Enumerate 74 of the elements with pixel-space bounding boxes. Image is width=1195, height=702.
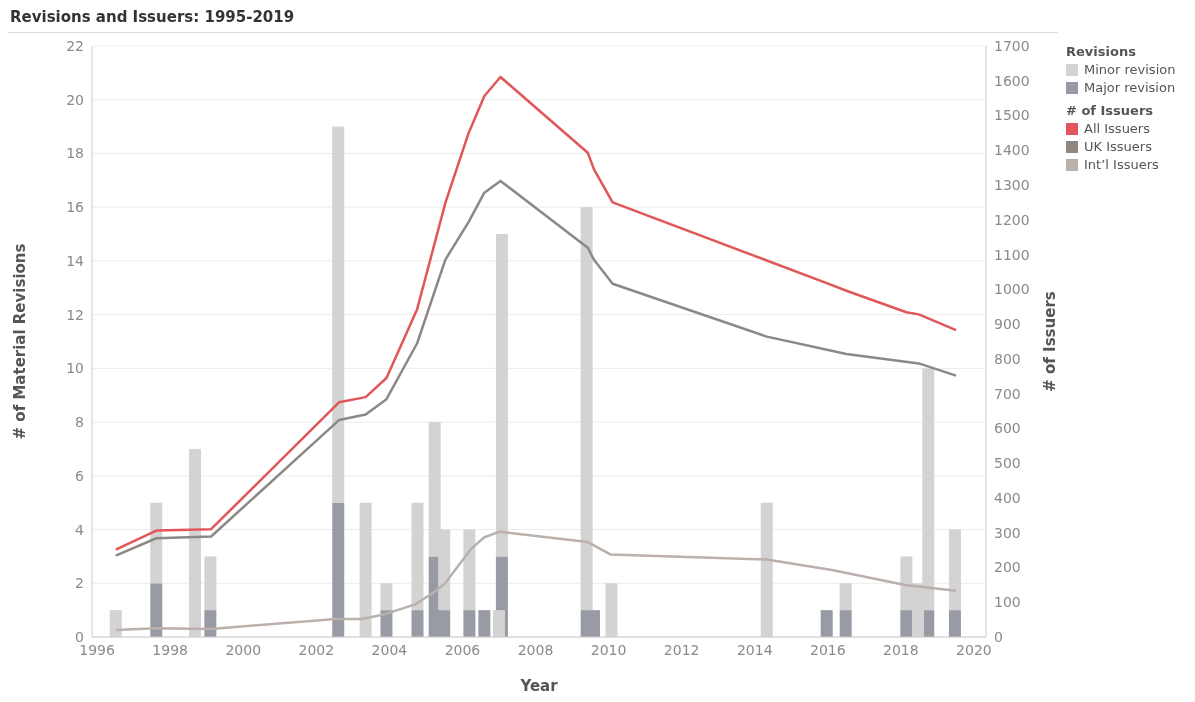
bar (204, 556, 217, 611)
y-tick-label: 18 (66, 145, 84, 162)
chart-title: Revisions and Issuers: 1995-2019 (10, 8, 295, 26)
y2-tick-label: 1200 (994, 211, 1030, 228)
bar (150, 502, 163, 584)
line-series (114, 530, 958, 632)
bar (839, 583, 852, 611)
bar (478, 610, 491, 637)
x-tick-label: 2020 (956, 641, 992, 658)
line-series (114, 75, 958, 551)
x-axis-title: Year (519, 677, 559, 695)
y2-tick-label: 1500 (994, 107, 1030, 124)
bar (820, 610, 833, 637)
bar (580, 207, 593, 611)
y-tick-label: 2 (75, 575, 84, 592)
y2-tick-label: 1100 (994, 246, 1030, 263)
x-tick-label: 2008 (517, 641, 554, 658)
bar (150, 583, 163, 637)
bar (463, 610, 476, 637)
bar (411, 610, 424, 637)
bar (900, 610, 913, 637)
x-tick-label: 2000 (225, 641, 262, 658)
y-tick-label: 12 (66, 306, 84, 323)
y-tick-label: 22 (66, 37, 84, 54)
y2-tick-label: 300 (994, 524, 1021, 541)
y-tick-label: 20 (66, 91, 84, 108)
y2-tick-label: 700 (994, 385, 1021, 402)
y2-tick-label: 600 (994, 420, 1021, 437)
x-tick-label: 2004 (371, 641, 408, 658)
y2-tick-label: 500 (994, 455, 1021, 472)
y2-tick-label: 800 (994, 350, 1021, 367)
legend-label: All Issuers (1084, 121, 1150, 136)
y2-tick-label: 1000 (994, 281, 1030, 298)
x-tick-label: 2012 (663, 641, 700, 658)
bar (948, 610, 961, 637)
y2-tick-label: 1300 (994, 177, 1030, 194)
bar (380, 583, 393, 611)
bar (948, 529, 961, 611)
y-tick-label: 10 (66, 360, 84, 377)
bar (839, 610, 852, 637)
legend-label: UK Issuers (1084, 139, 1152, 154)
y-tick-label: 6 (75, 467, 85, 484)
y2-tick-label: 100 (994, 594, 1021, 611)
bar (411, 502, 424, 611)
line-series (114, 179, 958, 557)
x-tick-label: 2018 (883, 641, 919, 658)
y2-tick-label: 400 (994, 489, 1021, 506)
y2-tick-label: 1400 (994, 142, 1030, 159)
y2-tick-label: 900 (994, 316, 1021, 333)
bar (495, 234, 508, 557)
x-tick-label: 2002 (298, 641, 335, 658)
y-tick-label: 4 (75, 521, 85, 538)
x-tick-label: 2010 (590, 641, 627, 658)
y-tick-label: 14 (66, 252, 85, 269)
bar (332, 126, 345, 503)
bar (332, 502, 345, 637)
legend-label: Int’l Issuers (1084, 157, 1159, 172)
y2-tick-label: 200 (994, 559, 1021, 576)
x-tick-label: 2006 (444, 641, 481, 658)
y2-tick-label: 1600 (994, 72, 1030, 89)
text: Revisions (1066, 44, 1136, 59)
y-axis-title: # of Material Revisions (11, 243, 30, 440)
x-tick-label: 1998 (152, 641, 188, 658)
y2-tick-label: 0 (994, 628, 1003, 645)
y2-axis-title: # of Issuers (1041, 291, 1060, 392)
y-tick-label: 16 (66, 199, 85, 216)
bar (463, 529, 476, 611)
y2-tick-label: 1700 (994, 37, 1030, 54)
x-tick-label: 2016 (809, 641, 846, 658)
legend-label: Minor revision (1084, 62, 1176, 77)
x-tick-label: 2014 (736, 641, 773, 658)
legend-label: Major revision (1084, 80, 1176, 95)
text: # of Issuers (1066, 103, 1154, 118)
y-tick-label: 8 (75, 414, 84, 431)
